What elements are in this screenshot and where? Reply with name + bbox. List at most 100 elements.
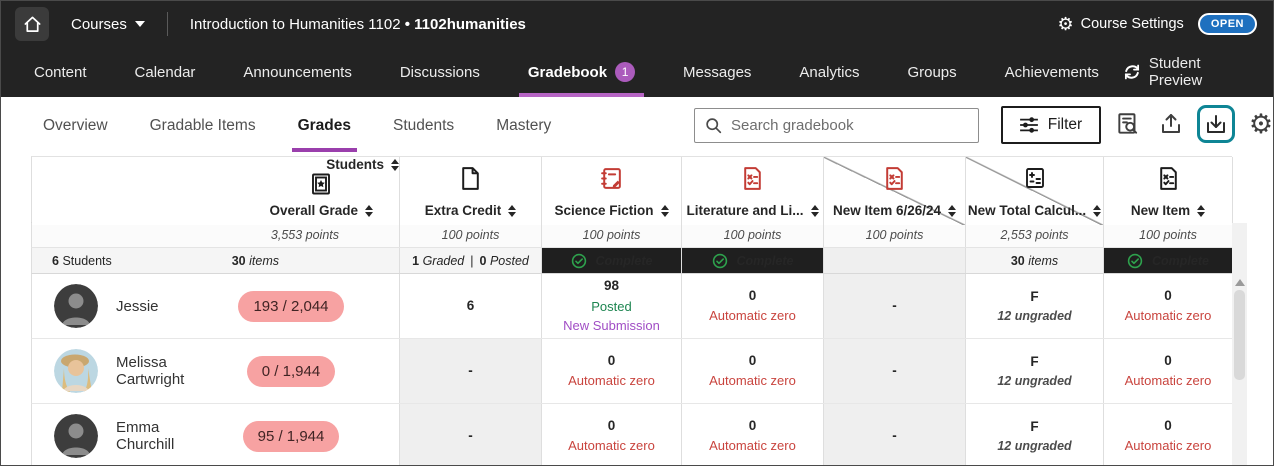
literature-cell[interactable]: 0 Automatic zero <box>682 274 824 338</box>
overall-grade-column-header[interactable]: Overall Grade <box>269 172 373 218</box>
literature-cell[interactable]: 0 Automatic zero <box>682 339 824 403</box>
student-cell: Jessie 193 / 2,044 <box>32 274 400 338</box>
new-item-626-points: 100 points <box>824 223 966 247</box>
check-circle-icon <box>1127 253 1143 269</box>
student-profile-link[interactable]: Emma Churchill <box>54 414 211 458</box>
students-count: 6 Students <box>32 254 112 268</box>
new-item-626-cell[interactable]: - <box>824 274 966 338</box>
student-cell: Emma Churchill 95 / 1,944 <box>32 404 400 465</box>
new-item-cell[interactable]: 0 Automatic zero <box>1104 404 1233 465</box>
overall-header-label: Overall Grade <box>269 203 373 218</box>
tab-gradable-items[interactable]: Gradable Items <box>150 97 256 154</box>
new-item-column-header[interactable]: New Item <box>1104 157 1233 225</box>
tab-groups[interactable]: Groups <box>902 47 961 97</box>
tab-grades[interactable]: Grades <box>291 97 358 154</box>
grade-statistics-button[interactable] <box>1111 105 1145 143</box>
test-icon-red <box>741 166 764 191</box>
grade-value: 0 <box>748 288 757 304</box>
new-total-cell[interactable]: F 12 ungraded <box>966 274 1104 338</box>
grade-value: - <box>468 362 473 378</box>
science-fiction-cell[interactable]: 0 Automatic zero <box>542 339 682 403</box>
sort-icon <box>948 204 957 217</box>
new-item-626-cell[interactable]: - <box>824 404 966 465</box>
science-fiction-column-header[interactable]: Science Fiction <box>542 157 682 225</box>
overall-grade-pill[interactable]: 193 / 2,044 <box>238 290 344 322</box>
scroll-up-arrow-icon[interactable] <box>1234 279 1245 286</box>
avatar <box>54 284 98 328</box>
student-preview-button[interactable]: Student Preview <box>1123 47 1255 97</box>
auto-zero-note: Automatic zero <box>1124 438 1212 454</box>
grade-value: F <box>1030 418 1039 434</box>
tab-mastery[interactable]: Mastery <box>496 97 551 154</box>
new-total-header-text: New Total Calcul... <box>967 203 1087 218</box>
extra-credit-cell[interactable]: - <box>400 339 542 403</box>
extra-credit-column-header[interactable]: Extra Credit <box>400 157 542 225</box>
science-fiction-cell[interactable]: 0 Automatic zero <box>542 404 682 465</box>
scrollbar-thumb[interactable] <box>1234 290 1245 380</box>
tab-gradable-items-label: Gradable Items <box>149 116 256 134</box>
new-total-column-header[interactable]: New Total Calcul... <box>966 157 1104 225</box>
upload-button[interactable] <box>1154 105 1188 143</box>
new-total-cell[interactable]: F 12 ungraded <box>966 339 1104 403</box>
science-complete-badge[interactable]: Complete <box>542 248 682 273</box>
student-profile-link[interactable]: Melissa Cartwright <box>54 349 211 393</box>
grade-grid: Students Overall Grade <box>31 156 1233 465</box>
settings-gear-icon: ⚙ <box>1248 108 1274 139</box>
tab-analytics[interactable]: Analytics <box>794 47 864 97</box>
tab-discussions[interactable]: Discussions <box>395 47 485 97</box>
literature-complete-badge[interactable]: Complete <box>682 248 824 273</box>
new-item-cell[interactable]: 0 Automatic zero <box>1104 274 1233 338</box>
tab-content[interactable]: Content <box>29 47 92 97</box>
auto-zero-note: Automatic zero <box>709 438 796 454</box>
courses-dropdown[interactable]: Courses <box>71 16 145 33</box>
overall-grade-pill[interactable]: 0 / 1,944 <box>246 355 336 387</box>
home-button[interactable] <box>15 7 49 41</box>
student-cell: Melissa Cartwright 0 / 1,944 <box>32 339 400 403</box>
graded-label: Graded <box>422 253 465 268</box>
students-column-header[interactable]: Students <box>326 157 399 172</box>
new-item-cell[interactable]: 0 Automatic zero <box>1104 339 1233 403</box>
new-total-cell[interactable]: F 12 ungraded <box>966 404 1104 465</box>
course-settings-label: Course Settings <box>1080 16 1184 32</box>
document-icon <box>459 166 482 191</box>
tab-announcements[interactable]: Announcements <box>238 47 356 97</box>
download-button-highlight[interactable] <box>1197 105 1235 143</box>
new-item-complete-badge[interactable]: Complete <box>1104 248 1233 273</box>
literature-cell[interactable]: 0 Automatic zero <box>682 404 824 465</box>
complete-label: Complete <box>736 253 794 268</box>
journal-icon <box>599 166 624 191</box>
extra-credit-cell[interactable]: 6 <box>400 274 542 338</box>
sort-icon <box>1197 204 1206 217</box>
tab-students[interactable]: Students <box>393 97 454 154</box>
new-item-626-cell[interactable]: - <box>824 339 966 403</box>
overall-grade-pill[interactable]: 95 / 1,944 <box>242 420 340 452</box>
filter-button[interactable]: Filter <box>1001 106 1101 144</box>
check-circle-icon <box>571 253 587 269</box>
tab-calendar-label: Calendar <box>134 63 196 81</box>
student-row: Jessie 193 / 2,044 6 98 Posted New Submi… <box>31 274 1233 339</box>
literature-points: 100 points <box>682 223 824 247</box>
tab-students-label: Students <box>393 116 455 134</box>
new-item-626-column-header[interactable]: New Item 6/26/24 <box>824 157 966 225</box>
student-profile-link[interactable]: Jessie <box>54 284 159 328</box>
student-name: Melissa Cartwright <box>116 354 185 388</box>
tab-messages[interactable]: Messages <box>678 47 756 97</box>
vertical-scrollbar[interactable] <box>1232 223 1247 465</box>
points-value: 100 points <box>582 228 641 242</box>
search-gradebook-input[interactable] <box>731 117 968 134</box>
new-submission-link[interactable]: New Submission <box>563 318 660 334</box>
sort-icon <box>508 204 517 217</box>
gradebook-settings-button[interactable]: ⚙ <box>1244 105 1274 143</box>
tab-achievements[interactable]: Achievements <box>1000 47 1104 97</box>
course-settings-button[interactable]: ⚙ Course Settings <box>1058 15 1184 33</box>
tab-overview[interactable]: Overview <box>43 97 108 154</box>
overall-header-text: Overall Grade <box>269 203 358 218</box>
science-fiction-cell[interactable]: 98 Posted New Submission <box>542 274 682 338</box>
literature-column-header[interactable]: Literature and Li... <box>682 157 824 225</box>
tab-gradebook[interactable]: Gradebook 1 <box>518 47 645 97</box>
extra-credit-cell[interactable]: - <box>400 404 542 465</box>
posted-status: Posted <box>591 298 632 314</box>
open-status-badge[interactable]: OPEN <box>1197 13 1257 35</box>
grade-value: 98 <box>603 278 620 294</box>
tab-calendar[interactable]: Calendar <box>130 47 201 97</box>
